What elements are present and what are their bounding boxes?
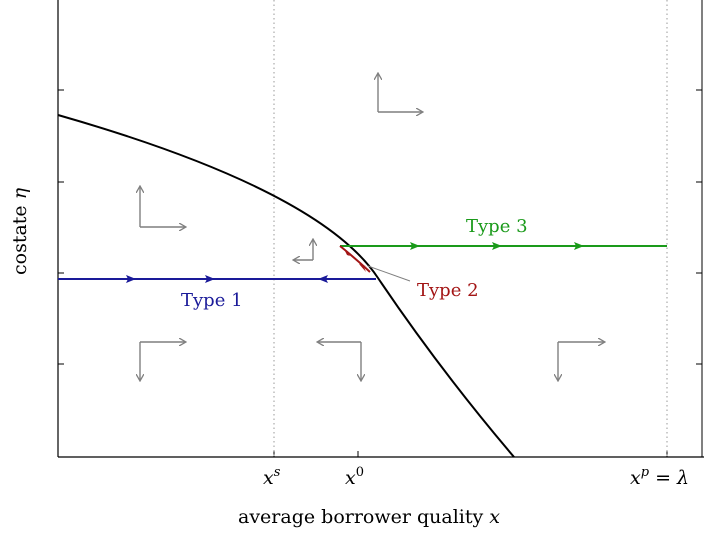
arrow-pair-lower-left bbox=[140, 342, 185, 380]
type1-label: Type 1 bbox=[181, 290, 243, 311]
type3-arrowhead bbox=[574, 242, 584, 250]
type2-arrowhead bbox=[359, 264, 369, 272]
type1-arrowhead bbox=[126, 275, 136, 283]
boundary-curve bbox=[57, 114, 515, 458]
x-ticks bbox=[273, 451, 668, 457]
type3-trajectory bbox=[340, 242, 667, 250]
type1-arrowhead bbox=[318, 275, 328, 283]
type1-arrowhead bbox=[205, 275, 215, 283]
type2-label: Type 2 bbox=[417, 280, 479, 301]
type2-arrowhead bbox=[341, 247, 350, 256]
y-ticks bbox=[58, 89, 702, 365]
xp-tick-label: xp = λ bbox=[630, 465, 689, 489]
type3-arrowhead bbox=[410, 242, 420, 250]
x-axis-label: average borrower quality x bbox=[238, 506, 500, 528]
y-axis-label: costate η bbox=[9, 187, 31, 275]
type2-trajectory bbox=[339, 245, 411, 282]
type3-arrowhead bbox=[492, 242, 502, 250]
type3-label: Type 3 bbox=[466, 216, 528, 237]
arrow-pair-small bbox=[294, 240, 313, 260]
type1-trajectory bbox=[58, 275, 376, 283]
arrow-pair-lower-right bbox=[558, 342, 604, 380]
arrow-pair-top bbox=[378, 74, 422, 112]
x0-tick-label: x0 bbox=[345, 465, 364, 489]
xs-tick-label: xs bbox=[263, 465, 281, 489]
arrow-pair-lower-mid bbox=[318, 342, 361, 380]
direction-arrows bbox=[140, 74, 604, 380]
axes bbox=[57, 0, 704, 458]
type2-leader bbox=[367, 265, 411, 282]
arrow-pair-upper-left bbox=[140, 187, 185, 227]
